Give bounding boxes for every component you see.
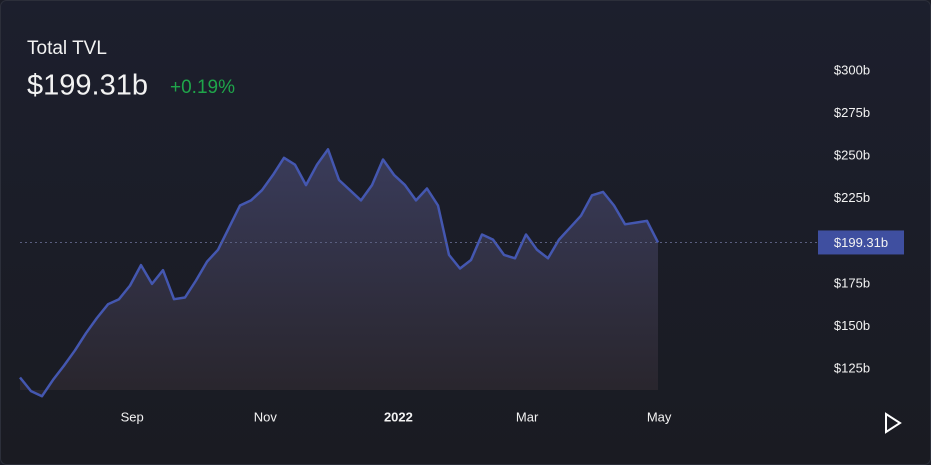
line [19, 148, 660, 398]
change: +0.19% [170, 77, 235, 98]
current-tag [818, 230, 904, 255]
y-tick-label: $300b [834, 62, 870, 77]
play-button[interactable] [885, 412, 902, 434]
x-tick-label: Mar [516, 409, 539, 424]
y-tick-label: $275b [834, 105, 870, 120]
x-tick-label: May [647, 409, 672, 424]
y-tick-label: $225b [834, 190, 870, 205]
x-tick-label: Nov [254, 409, 278, 424]
current-value: $199.31b [27, 70, 148, 102]
chart-title: Total TVL [27, 38, 107, 59]
y-tick-label: $250b [834, 148, 870, 163]
y-tick-label: $125b [834, 360, 870, 375]
current-tag-label: $199.31b [834, 235, 888, 250]
y-tick-label: $150b [834, 318, 870, 333]
x-tick-label: 2022 [384, 409, 413, 424]
y-tick-label: $175b [834, 275, 870, 290]
area [20, 149, 658, 397]
x-tick-label: Sep [121, 409, 144, 424]
plot: $125b $150b $175b $225b $250b $275b $300b Sep No… [19, 62, 904, 424]
